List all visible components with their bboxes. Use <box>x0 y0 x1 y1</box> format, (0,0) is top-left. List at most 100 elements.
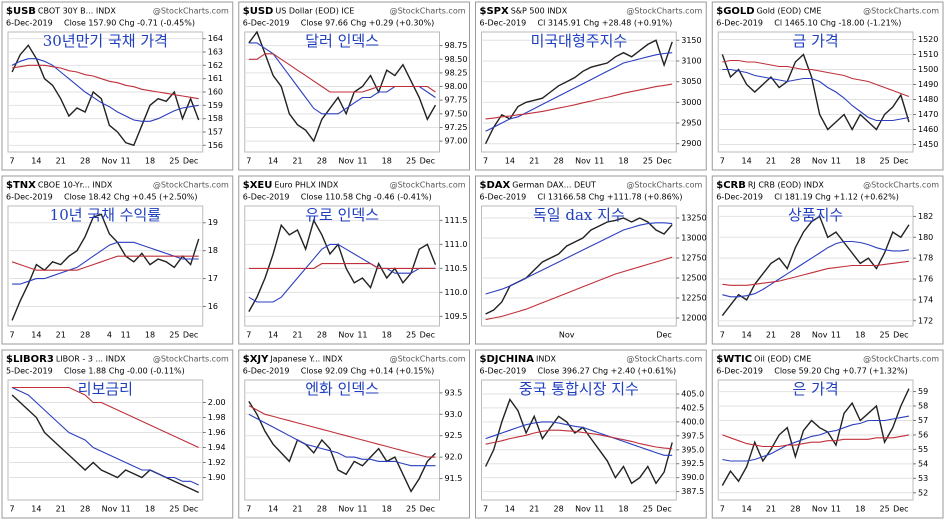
chart-panel: 16 17 18 19 7 14 21 28 4 11 18 25 Dec $TNX CBOE 10-Yr.… <box>1 175 234 345</box>
y-tick-label: 93.5 <box>445 388 463 397</box>
description: CBOE 10-Yr... INDX <box>38 181 113 190</box>
price-line <box>248 263 436 269</box>
y-tick-label: 1.98 <box>208 413 226 422</box>
x-tick-label: Nov <box>102 157 118 166</box>
x-tick-label: 14 <box>31 157 41 166</box>
x-tick-label: Nov <box>812 331 828 340</box>
x-tick-label: 11 <box>121 505 131 514</box>
y-tick-label: 18 <box>208 246 218 255</box>
x-tick-label: 18 <box>145 157 155 166</box>
x-tick-label: 11 <box>594 157 604 166</box>
price-line <box>11 386 199 486</box>
price-line <box>248 243 436 303</box>
date: 6-Dec-2019 <box>6 19 53 28</box>
date: 6-Dec-2019 <box>480 19 527 28</box>
y-tick-label: 111.5 <box>445 216 468 225</box>
x-tick-label: 7 <box>720 505 725 514</box>
plot-frame <box>717 31 914 153</box>
x-tick-label: 14 <box>742 157 752 166</box>
quote-info: Close 59.20 Chg +0.77 (+1.32%) <box>774 367 907 376</box>
chart-panel: 109.5 110.0 110.5 111.0 111.5 7 14 21 28 Nov 11 18 2… <box>238 175 470 345</box>
chart-panel: 172 174 176 178 180 182 7 14 21 28 Nov 11 18 25 Dec $CR… <box>711 175 944 345</box>
x-tick-label: 21 <box>766 331 776 340</box>
y-tick-label: 98.50 <box>445 55 468 64</box>
x-tick-label: 18 <box>145 505 155 514</box>
quote-info: Cl 181.19 Chg +1.12 (+0.62%) <box>774 193 899 202</box>
y-tick-label: 160 <box>208 88 223 97</box>
chart-title: 독일 dax 지수 <box>533 206 625 224</box>
x-tick-label: 21 <box>292 505 302 514</box>
y-tick-label: 2.00 <box>208 398 226 407</box>
y-tick-label: 2950 <box>681 119 701 128</box>
y-tick-label: 3000 <box>681 98 701 107</box>
quote-info: Cl 3145.91 Chg +28.48 (+0.91%) <box>538 19 673 28</box>
x-tick-label: Nov <box>812 157 828 166</box>
date: 6-Dec-2019 <box>243 19 290 28</box>
quote-info: Close 396.27 Chg +2.40 (+0.61%) <box>538 367 677 376</box>
symbol: $DAX <box>480 180 511 191</box>
y-tick-label: 1520 <box>918 35 938 44</box>
x-tick-label: Dec <box>420 157 435 166</box>
plot-frame <box>7 205 204 327</box>
x-tick-label: 14 <box>268 331 278 340</box>
y-tick-label: 1460 <box>918 125 938 134</box>
panel-frame <box>475 175 707 345</box>
x-tick-label: 11 <box>831 505 841 514</box>
x-tick-label: Dec <box>893 331 908 340</box>
x-tick-label: 28 <box>553 157 563 166</box>
chart-title: 상품지수 <box>788 206 843 224</box>
chart-title: 엔화 인덱스 <box>305 380 379 398</box>
y-tick-label: 400.0 <box>681 417 704 426</box>
price-line <box>722 68 910 122</box>
y-tick-label: 92.0 <box>445 453 463 462</box>
x-tick-label: Nov <box>338 331 354 340</box>
quote-info: Close 18.42 Chg +0.45 (+2.50%) <box>64 193 197 202</box>
chart-title: 은 가격 <box>793 380 839 398</box>
quote-info: Close 92.09 Chg +0.14 (+0.15%) <box>301 367 434 376</box>
y-tick-label: 159 <box>208 101 223 110</box>
quote-info: Close 1.88 Chg -0.00 (-0.11%) <box>64 367 185 376</box>
y-tick-label: 110.0 <box>445 288 468 297</box>
x-tick-label: 28 <box>317 331 327 340</box>
date: 6-Dec-2019 <box>716 193 763 202</box>
x-tick-label: 7 <box>246 157 251 166</box>
y-tick-label: 109.5 <box>445 312 468 321</box>
y-tick-label: 97.25 <box>445 123 468 132</box>
y-tick-label: 162 <box>208 61 223 70</box>
x-tick-label: Dec <box>183 331 198 340</box>
date: 6-Dec-2019 <box>243 367 290 376</box>
price-line <box>248 413 436 467</box>
x-tick-label: Dec <box>420 331 435 340</box>
y-tick-label: 13250 <box>681 214 706 223</box>
symbol: $LIBOR3 <box>6 354 54 365</box>
y-tick-label: 12500 <box>681 274 706 283</box>
y-tick-label: 3150 <box>681 36 701 45</box>
price-line <box>484 39 673 145</box>
price-line <box>12 241 199 285</box>
price-line <box>722 59 910 98</box>
price-line <box>12 386 199 448</box>
x-tick-label: 21 <box>529 505 539 514</box>
y-tick-label: 163 <box>208 48 223 57</box>
x-tick-label: 25 <box>880 157 890 166</box>
x-tick-label: 14 <box>505 157 515 166</box>
price-line <box>11 255 199 271</box>
x-tick-label: 18 <box>382 505 392 514</box>
source: @StockCharts.com <box>390 181 466 190</box>
x-tick-label: 11 <box>121 331 131 340</box>
source: @StockCharts.com <box>390 7 466 16</box>
quote-info: Close 97.66 Chg +0.29 (+0.30%) <box>301 19 434 28</box>
symbol: $CRB <box>716 180 746 191</box>
x-tick-label: Dec <box>183 505 198 514</box>
y-tick-label: 176 <box>918 275 933 284</box>
description: Gold (EOD) CME <box>757 7 822 16</box>
x-tick-label: 28 <box>80 331 90 340</box>
y-tick-label: 52 <box>918 488 928 497</box>
x-tick-label: 11 <box>357 157 367 166</box>
description: RJ CRB (EOD) INDX <box>748 181 824 190</box>
y-tick-label: 397.5 <box>681 431 704 440</box>
symbol: $USD <box>243 6 274 17</box>
source: @StockCharts.com <box>863 355 939 364</box>
description: INDX <box>536 355 557 364</box>
symbol: $GOLD <box>716 6 754 17</box>
